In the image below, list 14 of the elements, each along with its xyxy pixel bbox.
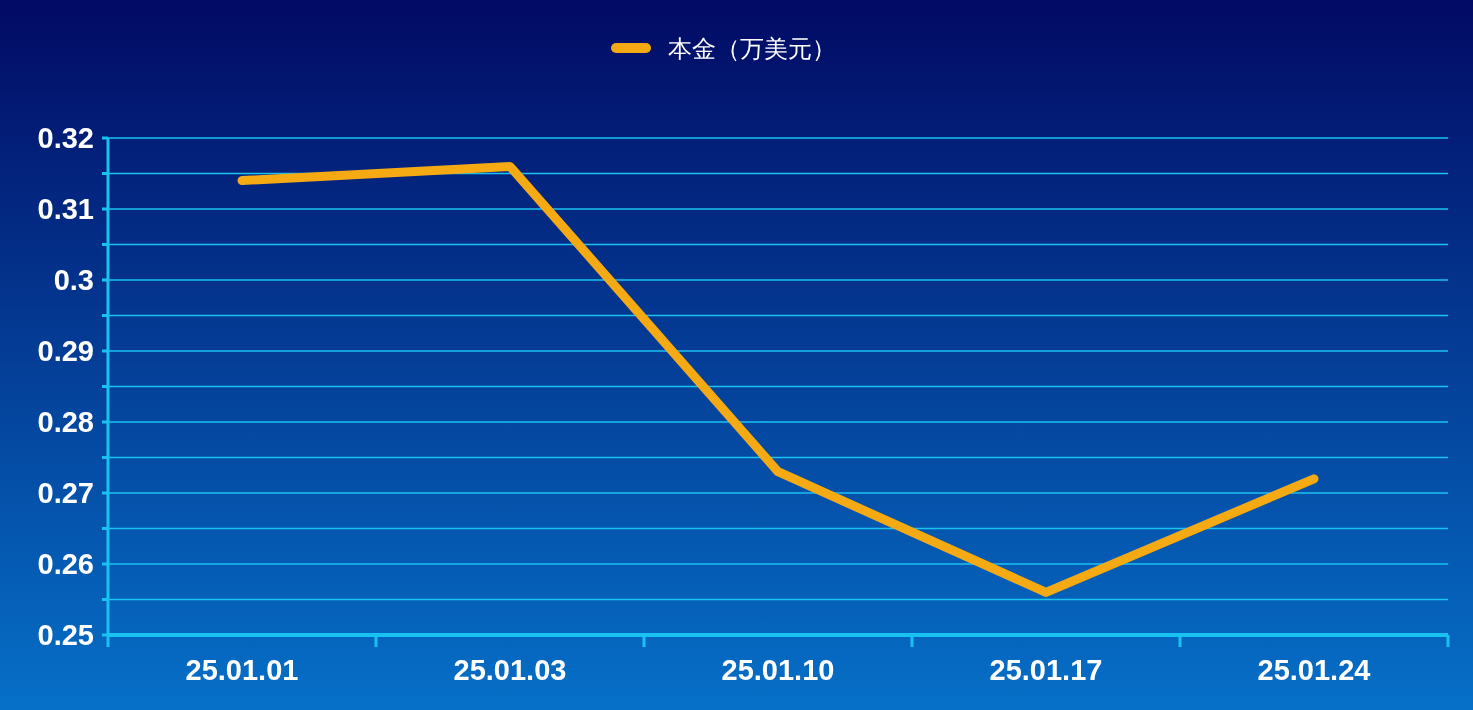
x-tick-label: 25.01.03 bbox=[453, 654, 567, 686]
y-tick-label: 0.3 bbox=[53, 264, 94, 296]
x-tick-label: 25.01.24 bbox=[1257, 654, 1371, 686]
y-tick-label: 0.32 bbox=[37, 122, 94, 154]
y-tick-label: 0.27 bbox=[37, 477, 94, 509]
legend-label: 本金（万美元） bbox=[668, 34, 836, 62]
x-tick-label: 25.01.17 bbox=[989, 654, 1103, 686]
y-tick-label: 0.31 bbox=[37, 193, 94, 225]
x-tick-label: 25.01.01 bbox=[185, 654, 299, 686]
x-tick-label: 25.01.10 bbox=[721, 654, 835, 686]
y-tick-label: 0.25 bbox=[37, 619, 94, 651]
y-tick-label: 0.29 bbox=[37, 335, 94, 367]
y-tick-label: 0.26 bbox=[37, 548, 94, 580]
y-tick-label: 0.28 bbox=[37, 406, 94, 438]
